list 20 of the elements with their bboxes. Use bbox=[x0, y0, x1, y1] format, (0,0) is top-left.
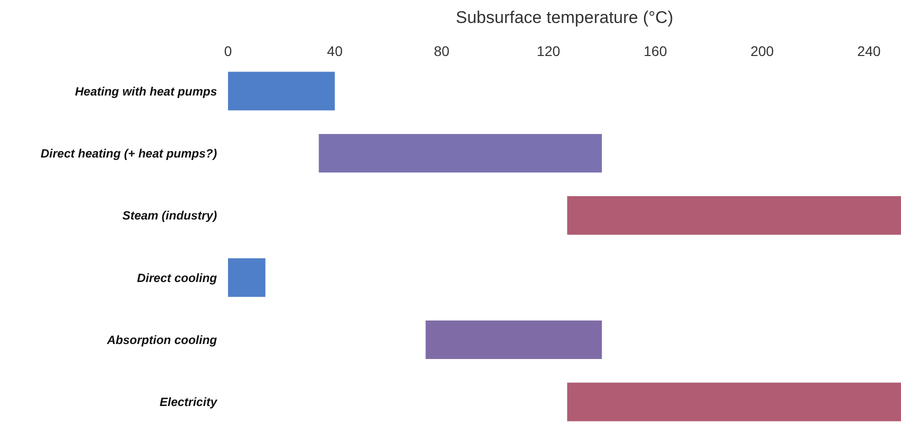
bar bbox=[228, 72, 335, 110]
y-tick-label: Direct cooling bbox=[136, 270, 218, 285]
bar bbox=[567, 196, 901, 235]
x-tick-label: 40 bbox=[327, 43, 343, 60]
y-tick-label: Heating with heat pumps bbox=[74, 84, 218, 98]
y-tick-label: Direct heating (+ heat pumps?) bbox=[40, 146, 217, 160]
y-tick-label: Electricity bbox=[160, 395, 218, 410]
x-tick-label: 200 bbox=[750, 43, 774, 60]
x-tick-label: 240 bbox=[857, 43, 881, 60]
bar bbox=[426, 320, 602, 360]
x-tick-label: 80 bbox=[434, 43, 450, 60]
bar bbox=[228, 258, 266, 297]
x-axis-title: Subsurface temperature (°C) bbox=[456, 8, 674, 27]
x-tick-label: 160 bbox=[644, 43, 668, 60]
x-tick-label: 120 bbox=[536, 43, 560, 60]
x-tick-label: 0 bbox=[224, 43, 232, 60]
y-tick-label: Steam (industry) bbox=[122, 208, 217, 223]
bar bbox=[318, 134, 602, 173]
bar bbox=[567, 382, 901, 422]
y-tick-label: Absorption cooling bbox=[106, 332, 218, 347]
